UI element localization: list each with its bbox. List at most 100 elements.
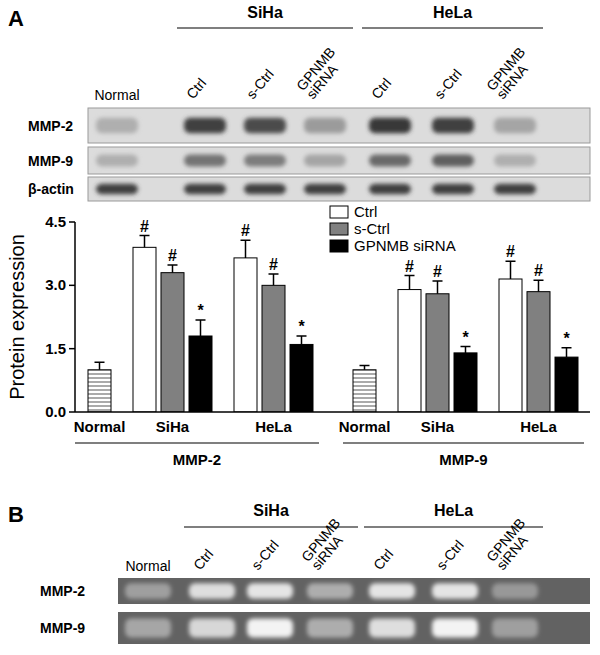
error-bar [269, 274, 279, 285]
blot-strip [88, 147, 590, 174]
header-rule [177, 27, 353, 28]
lane-label: s-Ctrl [431, 66, 465, 102]
lane-label-line: siRNA [493, 532, 531, 573]
y-tick [69, 221, 75, 223]
annotation: # [168, 247, 177, 264]
lane-label: Ctrl [368, 75, 394, 102]
bar [555, 357, 578, 412]
error-bar [241, 240, 251, 258]
cell-line-header: SiHa [247, 4, 283, 21]
bar [189, 336, 212, 412]
category-label: SiHa [156, 418, 190, 435]
category-label: Normal [74, 418, 126, 435]
lane-label: GPNMBsiRNA [483, 44, 538, 102]
y-tick-label: 0.0 [45, 403, 66, 420]
bar [161, 273, 184, 412]
band [244, 118, 286, 133]
annotation: # [534, 262, 543, 279]
header-rule [362, 27, 543, 28]
gel-strip [118, 578, 590, 604]
band [369, 618, 415, 637]
band [492, 618, 538, 637]
panel-label: A [8, 6, 24, 31]
bar [527, 292, 550, 412]
error-bar [297, 336, 307, 344]
band [304, 155, 346, 167]
row-label: MMP-9 [40, 620, 85, 636]
band [304, 184, 346, 195]
band [432, 184, 474, 195]
annotation: # [241, 222, 250, 239]
lane-label-line: siRNA [493, 61, 531, 102]
lane-label: Ctrl [190, 546, 216, 573]
row-label: β-actin [28, 181, 74, 197]
legend-label: GPNMB siRNA [354, 237, 456, 254]
category-label: SiHa [421, 418, 455, 435]
cell-line-header: HeLa [434, 502, 473, 519]
lane-label: Normal [94, 87, 139, 103]
lane-label: GPNMBsiRNA [293, 44, 348, 102]
band [96, 118, 138, 133]
lane-label: s-Ctrl [248, 537, 282, 573]
cell-line-header: SiHa [253, 502, 289, 519]
annotation: * [197, 302, 204, 319]
group-rule [343, 442, 584, 443]
lane-label-line: siRNA [303, 61, 341, 102]
band [184, 184, 226, 195]
legend-swatch [330, 206, 348, 218]
band [432, 583, 478, 599]
band [304, 118, 346, 133]
blot-strip [88, 108, 590, 143]
band [307, 583, 353, 599]
lane-label-line: siRNA [308, 532, 346, 573]
band [96, 184, 138, 195]
band [494, 155, 536, 167]
y-tick-label: 1.5 [45, 340, 66, 357]
band [369, 155, 411, 167]
bar [499, 279, 522, 412]
category-label: HeLa [520, 418, 557, 435]
y-tick [69, 285, 75, 287]
error-bar [461, 347, 471, 353]
row-label: MMP-2 [40, 583, 85, 599]
band [125, 618, 171, 637]
annotation: # [405, 258, 414, 275]
legend-swatch [330, 223, 348, 235]
band [125, 583, 171, 599]
y-tick-label: 3.0 [45, 276, 66, 293]
error-bar [562, 348, 572, 357]
band [369, 184, 411, 195]
error-bar [433, 281, 443, 294]
legend-swatch [330, 240, 348, 252]
error-bar [506, 261, 516, 279]
y-tick [69, 411, 75, 413]
y-axis-label: Protein expression [6, 234, 28, 400]
plot-area [88, 236, 578, 412]
lane-label: GPNMBsiRNA [483, 515, 538, 573]
y-tick-label: 4.5 [45, 213, 66, 230]
bar [88, 370, 111, 412]
error-bar [405, 276, 415, 290]
error-bar [360, 366, 370, 370]
band [432, 618, 478, 637]
annotation: * [462, 329, 469, 346]
lane-label: Ctrl [370, 546, 396, 573]
band [244, 155, 286, 167]
annotation: # [269, 256, 278, 273]
category-label: Normal [339, 418, 391, 435]
lane-label: Ctrl [183, 75, 209, 102]
figure: A Normal Ctrl s-Ctrl GPNMBsiRNA Ctrl s-Ctrl GPN… [0, 0, 600, 655]
row-label: MMP-9 [28, 153, 73, 169]
header-rule [184, 526, 358, 527]
band [189, 618, 235, 637]
category-label: HeLa [255, 418, 292, 435]
row-label: MMP-2 [28, 118, 73, 134]
lane-label: s-Ctrl [433, 537, 467, 573]
bar [426, 294, 449, 412]
panel-label: B [8, 502, 24, 527]
error-bar [196, 320, 206, 336]
band [494, 184, 536, 195]
blot-strip [88, 177, 590, 201]
legend-label: Ctrl [354, 203, 377, 220]
band [492, 583, 538, 599]
